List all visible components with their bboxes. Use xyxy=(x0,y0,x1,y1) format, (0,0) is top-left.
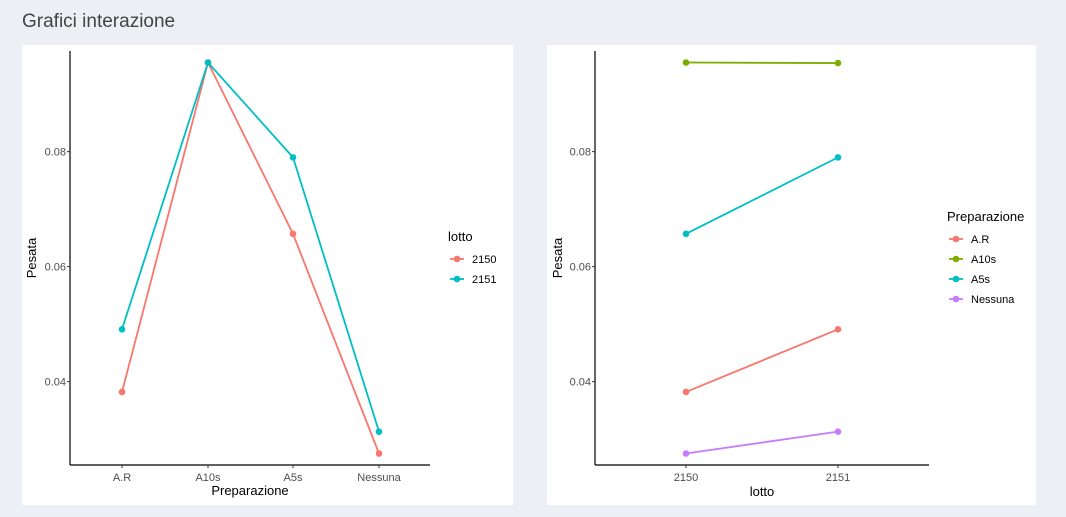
data-point xyxy=(375,428,383,435)
legend-title: Preparazione xyxy=(947,209,1024,224)
legend-label: 2151 xyxy=(472,274,496,286)
series-line-A.R xyxy=(685,328,839,393)
legend-key-point xyxy=(952,275,960,283)
data-point xyxy=(375,450,383,457)
legend-key-point xyxy=(952,255,960,263)
y-tick-label: 0.08 xyxy=(570,147,591,159)
legend-label: A10s xyxy=(971,254,997,266)
data-point xyxy=(834,428,842,435)
interaction-plot-by-preparazione: 0.04 0.06 0.08 A.R A10s A5s Nessuna Preparazion… xyxy=(22,45,513,505)
series-line-2151 xyxy=(121,60,380,432)
legend-label: 2150 xyxy=(472,254,496,266)
legend-label: A.R xyxy=(971,234,989,246)
legend-key-point xyxy=(952,295,960,303)
chart-svg: 0.04 0.06 0.08 2150 2151 lotto Pesata Preparazi… xyxy=(550,51,1024,499)
data-point xyxy=(682,59,690,66)
data-point xyxy=(682,388,690,396)
series-line-2150 xyxy=(121,59,380,454)
series-line-A10s xyxy=(685,61,839,64)
data-point xyxy=(118,326,126,333)
data-point xyxy=(682,450,690,457)
y-axis-title: Pesata xyxy=(24,237,39,278)
legend-key-point xyxy=(453,275,461,283)
y-tick-label: 0.06 xyxy=(570,262,591,274)
legend-label: A5s xyxy=(971,274,990,286)
x-tick-label: A5s xyxy=(284,472,303,484)
x-axis-title: lotto xyxy=(750,484,775,499)
legend-key-point xyxy=(952,235,960,243)
x-tick-label: Nessuna xyxy=(357,472,401,484)
y-tick-label: 0.04 xyxy=(570,377,591,389)
data-point xyxy=(289,230,297,238)
x-tick-label: 2151 xyxy=(826,472,850,484)
y-axis-title: Pesata xyxy=(550,237,565,278)
y-tick-label: 0.04 xyxy=(45,377,66,389)
page-title: Grafici interazione xyxy=(22,11,176,32)
data-point xyxy=(118,388,126,396)
data-point xyxy=(204,59,212,66)
y-tick-label: 0.08 xyxy=(45,147,66,159)
series-line-A5s xyxy=(685,156,839,235)
data-point xyxy=(834,326,842,333)
y-tick-label: 0.06 xyxy=(45,262,66,274)
x-tick-label: A.R xyxy=(113,472,131,484)
data-point xyxy=(834,59,842,67)
x-tick-label: A10s xyxy=(195,472,221,484)
series-line-Nessuna xyxy=(685,430,839,455)
chart-svg: 0.04 0.06 0.08 A.R A10s A5s Nessuna Preparazion… xyxy=(24,51,496,498)
data-point xyxy=(834,154,842,161)
x-tick-label: 2150 xyxy=(674,472,698,484)
legend-label: Nessuna xyxy=(971,294,1015,306)
interaction-plot-by-lotto: 0.04 0.06 0.08 2150 2151 lotto Pesata Preparazi… xyxy=(547,45,1036,505)
legend-key-point xyxy=(453,255,461,263)
x-axis-title: Preparazione xyxy=(211,483,288,498)
data-point xyxy=(682,230,690,238)
data-point xyxy=(289,154,297,161)
legend-title: lotto xyxy=(448,229,473,244)
